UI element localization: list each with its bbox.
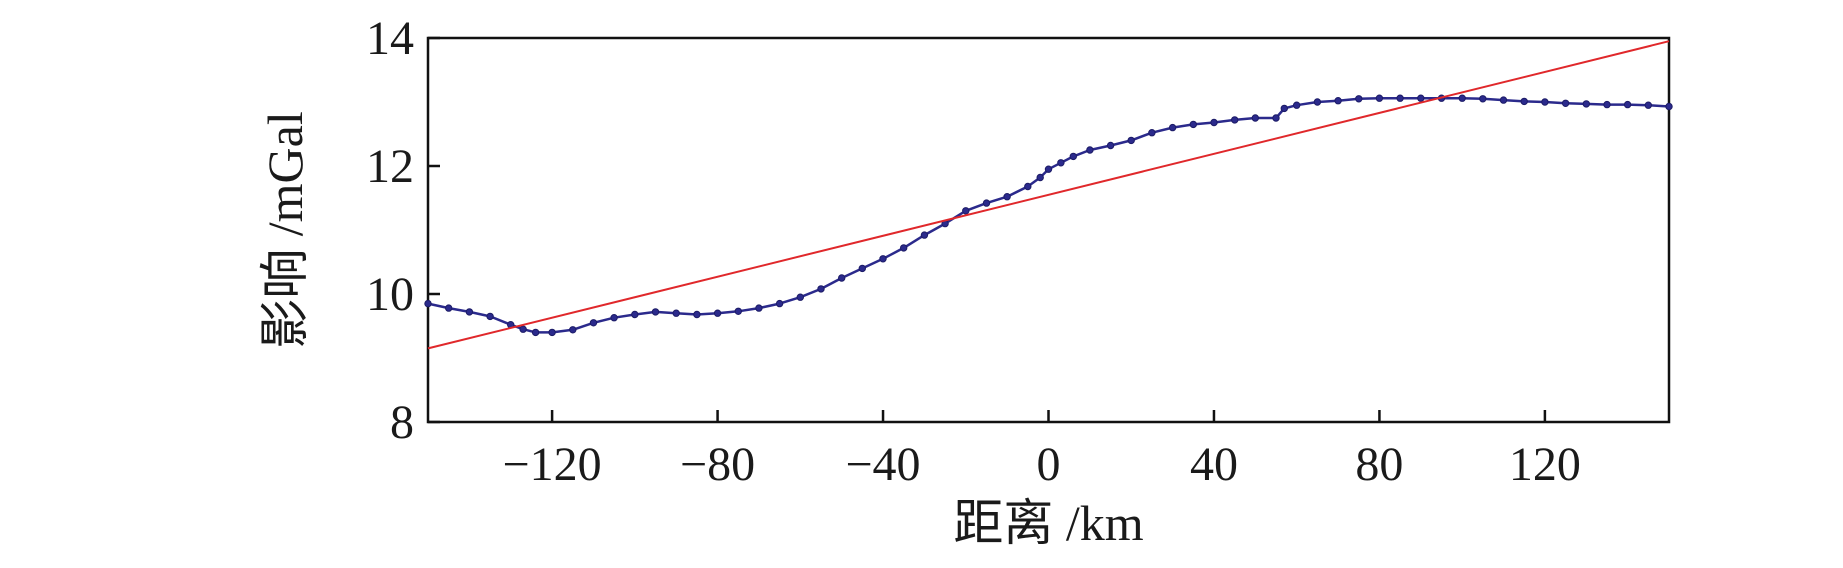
data-point — [1044, 165, 1053, 173]
data-point — [1665, 102, 1673, 111]
y-tick-label: 12 — [366, 140, 414, 193]
x-tick-label: 40 — [1190, 438, 1238, 491]
data-point — [589, 319, 598, 327]
data-point — [962, 207, 970, 215]
y-axis: 8 10 12 14 — [366, 12, 440, 449]
y-tick-label: 14 — [366, 12, 414, 65]
x-tick-label: 0 — [1037, 438, 1061, 491]
data-point — [631, 310, 639, 319]
x-tick-label: −40 — [845, 438, 920, 491]
data-point — [1479, 95, 1487, 103]
x-axis-title: 距离 /km — [953, 495, 1143, 551]
data-point — [1036, 173, 1044, 182]
data-point — [424, 299, 432, 308]
data-point — [1106, 141, 1115, 150]
data-point — [900, 244, 908, 252]
x-tick-label: −80 — [680, 438, 755, 491]
data-point — [1148, 129, 1156, 137]
data-point — [1561, 99, 1570, 108]
data-point — [879, 255, 887, 263]
data-point — [755, 304, 763, 312]
data-point — [1168, 123, 1177, 132]
data-point — [1603, 100, 1611, 109]
data-point — [1024, 182, 1032, 191]
data-point — [1251, 114, 1260, 122]
data-point — [693, 310, 701, 319]
data-point — [1396, 94, 1404, 102]
data-point — [1189, 120, 1198, 129]
data-point — [569, 326, 577, 334]
x-tick-label: 120 — [1509, 438, 1581, 491]
series-layer — [424, 40, 1673, 350]
data-point — [1582, 100, 1591, 108]
data-point — [610, 314, 618, 322]
data-point — [838, 274, 846, 282]
data-point — [1272, 114, 1280, 122]
data-point — [1375, 94, 1384, 102]
series-line — [427, 96, 1670, 334]
data-point — [1458, 94, 1466, 102]
data-point — [796, 293, 804, 301]
data-point — [858, 264, 866, 273]
data-point — [713, 309, 722, 317]
data-point — [651, 308, 660, 316]
data-point — [1313, 98, 1322, 106]
data-point — [1086, 146, 1094, 154]
data-point — [734, 307, 742, 315]
data-point — [519, 325, 527, 333]
x-axis: −120 −80 −40 0 40 80 120 — [503, 410, 1581, 491]
y-tick-label: 10 — [366, 268, 414, 321]
data-point — [1334, 97, 1342, 105]
data-point — [982, 199, 991, 207]
data-point — [1127, 136, 1135, 145]
data-point — [672, 309, 680, 317]
data-point — [548, 328, 556, 337]
data-point — [1057, 159, 1065, 167]
data-point — [1499, 96, 1508, 104]
fit-line — [427, 40, 1670, 350]
data-point — [1280, 104, 1289, 113]
data-point — [1293, 101, 1301, 109]
data-point — [465, 308, 474, 316]
data-point — [1069, 152, 1078, 161]
y-tick-label: 8 — [390, 396, 414, 449]
y-axis-title: 影响 /mGal — [257, 111, 313, 348]
data-point — [1623, 100, 1632, 109]
data-point — [445, 304, 453, 312]
data-point — [1231, 116, 1239, 124]
data-point — [486, 312, 494, 321]
data-point — [1210, 118, 1218, 127]
data-point — [775, 299, 784, 308]
data-point — [531, 328, 540, 337]
data-point — [1541, 98, 1549, 106]
plot-area — [424, 36, 1673, 424]
data-point — [1644, 101, 1653, 109]
data-point — [920, 231, 929, 239]
x-tick-label: −120 — [503, 438, 602, 491]
data-point — [1003, 193, 1011, 201]
data-point — [1520, 97, 1528, 106]
data-point — [817, 285, 825, 293]
data-point — [1417, 94, 1425, 102]
x-tick-label: 80 — [1355, 438, 1403, 491]
data-point — [1355, 95, 1363, 103]
